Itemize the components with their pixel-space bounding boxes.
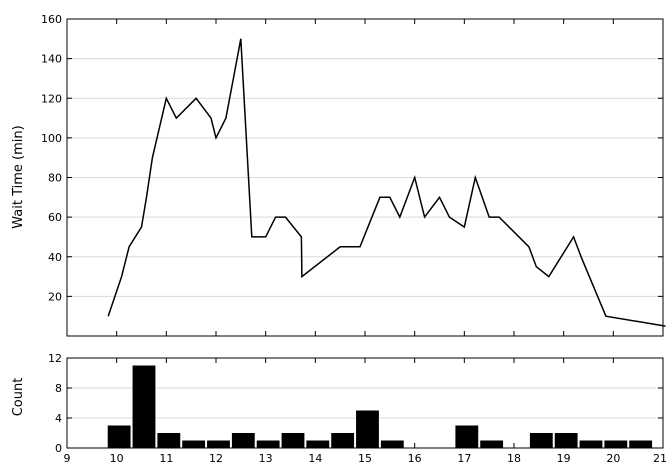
- x-tick-label: 13: [259, 452, 273, 464]
- x-tick-label: 17: [457, 452, 471, 464]
- histogram-bar: [132, 365, 156, 448]
- histogram-bar: [604, 440, 628, 448]
- y-tick-label: 8: [55, 382, 62, 395]
- x-tick-label: 21: [653, 452, 667, 464]
- x-tick-label: 11: [159, 452, 173, 464]
- plot-frame: [66, 18, 664, 337]
- histogram-bar: [207, 440, 230, 448]
- histogram-bar: [380, 440, 404, 448]
- y-tick-label: 60: [48, 211, 62, 224]
- x-tick-label: 19: [557, 452, 571, 464]
- histogram-bar: [356, 410, 379, 448]
- x-tick-label: 9: [64, 452, 71, 464]
- histogram-bar: [306, 440, 330, 448]
- histogram-bar: [256, 440, 280, 448]
- y-tick-label: 140: [41, 53, 62, 66]
- y-tick-label: 100: [41, 132, 62, 145]
- y-tick-label: 0: [55, 442, 62, 455]
- histogram-bar: [629, 440, 653, 448]
- x-tick-label: 16: [408, 452, 422, 464]
- x-tick-label: 20: [606, 452, 620, 464]
- histogram-bar: [579, 440, 603, 448]
- wait-time-line: [107, 38, 666, 327]
- histogram-bar: [231, 433, 255, 448]
- wait-time-panel: 20 40 60 80 100 120 140 160: [41, 13, 666, 337]
- wait-time-axis-label: Wait Time (min): [11, 125, 26, 228]
- y-tick-label: 80: [48, 172, 62, 185]
- histogram-bar: [182, 440, 206, 448]
- count-histogram-panel: 0 4 8 12 9 10 11 12 13 14 15 16 17 18 19 20 21: [48, 352, 667, 464]
- histogram-bar: [157, 433, 181, 448]
- x-tick-label: 14: [308, 452, 322, 464]
- histogram-bar: [455, 425, 479, 448]
- y-tick-label: 12: [48, 352, 62, 365]
- count-axis-label: Count: [11, 378, 26, 417]
- y-tick-label: 120: [41, 92, 62, 105]
- histogram-bar: [529, 433, 553, 448]
- x-tick-label: 10: [110, 452, 124, 464]
- plot-frame: [66, 357, 664, 449]
- y-tick-label: 40: [48, 251, 62, 264]
- histogram-bar: [554, 433, 578, 448]
- y-tick-label: 20: [48, 290, 62, 303]
- x-tick-label: 12: [209, 452, 223, 464]
- histogram-bar: [281, 433, 305, 448]
- x-tick-label: 18: [507, 452, 521, 464]
- y-tick-label: 160: [41, 13, 62, 26]
- histogram-bar: [331, 433, 355, 448]
- x-tick-label: 15: [358, 452, 372, 464]
- histogram-bar: [480, 440, 504, 448]
- histogram-bar: [107, 425, 131, 448]
- y-tick-label: 4: [55, 412, 62, 425]
